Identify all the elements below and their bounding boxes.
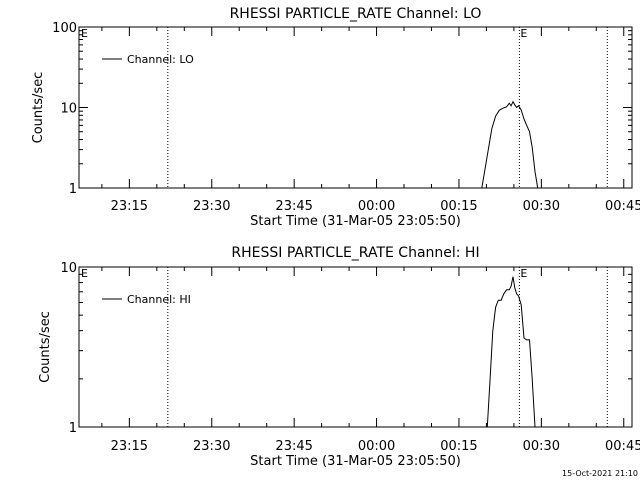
x-axis-label: Start Time (31-Mar-05 23:05:50) [250,214,461,229]
plot-frame [78,266,633,428]
x-tick-label: 00:15 [440,439,477,454]
plot-frame [78,26,633,189]
y-tick-label: 10 [60,261,77,276]
series-line-lo [481,100,539,189]
y-tick-label: 100 [52,21,77,36]
y-tick-label: 1 [69,182,77,197]
corner-e-label: E [81,267,88,280]
x-tick-label: 00:30 [523,199,560,214]
x-axis-label: Start Time (31-Mar-05 23:05:50) [250,454,461,469]
x-tick-label: 23:15 [111,439,148,454]
x-tick-label: 23:15 [111,199,148,214]
x-tick-label: 00:00 [358,439,395,454]
x-tick-label: 00:45 [605,199,640,214]
x-tick-label: 23:45 [275,439,312,454]
series-line-hi [486,276,536,428]
x-tick-label: 23:45 [275,199,312,214]
y-tick-label: 10 [60,102,77,117]
y-tick-label: 1 [69,421,77,436]
legend-label: Channel: LO [127,53,194,66]
x-tick-label: 23:30 [193,439,230,454]
event-marker-label: E [520,267,527,280]
x-tick-label: 00:00 [358,199,395,214]
y-axis-label: Counts/sec [31,72,46,144]
footer-timestamp: 15-Oct-2021 21:10 [562,469,638,478]
chart-panel-lo: RHESSI PARTICLE_RATE Channel: LO 1 10 100 Co… [31,6,640,229]
chart-title: RHESSI PARTICLE_RATE Channel: LO [230,6,482,22]
x-tick-label: 00:30 [523,439,560,454]
x-tick-label: 23:30 [193,199,230,214]
x-tick-label: 00:15 [440,199,477,214]
chart-panel-hi: RHESSI PARTICLE_RATE Channel: HI 1 10 Count… [38,245,640,469]
chart-title: RHESSI PARTICLE_RATE Channel: HI [231,245,479,261]
y-axis-label: Counts/sec [38,311,53,383]
event-marker-label: E [520,27,527,40]
legend-label: Channel: HI [127,293,191,306]
corner-e-label: E [81,27,88,40]
x-tick-label: 00:45 [605,439,640,454]
